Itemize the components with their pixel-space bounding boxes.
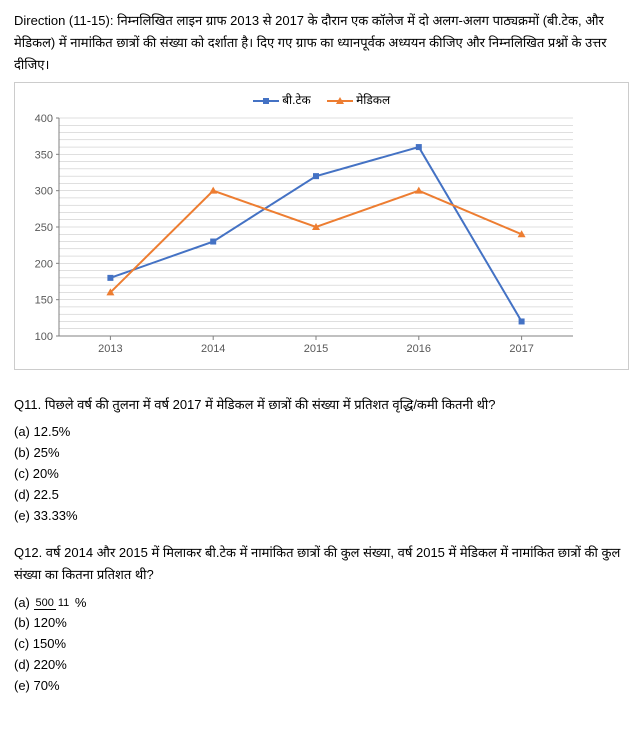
option-e: (e) 33.33% — [14, 506, 629, 527]
question-12-text: Q12. वर्ष 2014 और 2015 में मिलाकर बी.टेक… — [14, 542, 629, 586]
option-d: (d) 22.5 — [14, 485, 629, 506]
question-11-options: (a) 12.5% (b) 25% (c) 20% (d) 22.5 (e) 3… — [14, 422, 629, 526]
question-12-options: (a) 50011 % (b) 120% (c) 150% (d) 220% (… — [14, 593, 629, 697]
svg-text:400: 400 — [35, 113, 53, 125]
question-12: Q12. वर्ष 2014 और 2015 में मिलाकर बी.टेक… — [14, 542, 629, 696]
option-b: (b) 120% — [14, 613, 629, 634]
question-11-text: Q11. पिछले वर्ष की तुलना में वर्ष 2017 म… — [14, 394, 629, 416]
svg-text:100: 100 — [35, 331, 53, 343]
option-e: (e) 70% — [14, 676, 629, 697]
svg-text:2015: 2015 — [304, 343, 328, 355]
svg-text:2017: 2017 — [509, 343, 533, 355]
option-c: (c) 20% — [14, 464, 629, 485]
option-d: (d) 220% — [14, 655, 629, 676]
svg-text:150: 150 — [35, 295, 53, 307]
fraction-den: 11 — [56, 597, 71, 609]
fraction-num: 500 — [34, 597, 56, 610]
fraction: 50011 — [34, 598, 72, 609]
chart-legend: बी.टेक मेडिकल — [23, 91, 620, 108]
svg-text:200: 200 — [35, 259, 53, 271]
svg-text:350: 350 — [35, 150, 53, 162]
question-11: Q11. पिछले वर्ष की तुलना में वर्ष 2017 म… — [14, 394, 629, 526]
option-a: (a) 50011 % — [14, 593, 629, 614]
chart-container: बी.टेक मेडिकल 100 150 200 250 300 350 400 2013 2… — [14, 82, 629, 370]
option-c: (c) 150% — [14, 634, 629, 655]
svg-text:250: 250 — [35, 222, 53, 234]
option-a: (a) 12.5% — [14, 422, 629, 443]
svg-text:300: 300 — [35, 186, 53, 198]
svg-text:2014: 2014 — [201, 343, 225, 355]
direction-text: Direction (11-15): निम्नलिखित लाइन ग्राफ… — [14, 10, 629, 76]
legend-item: मेडिकल — [327, 91, 390, 108]
legend-item: बी.टेक — [253, 91, 311, 108]
svg-text:2013: 2013 — [98, 343, 122, 355]
option-a-suffix: % — [71, 595, 86, 610]
option-a-prefix: (a) — [14, 595, 34, 610]
svg-text:2016: 2016 — [407, 343, 431, 355]
line-chart: 100 150 200 250 300 350 400 2013 2014 2015 2016 201… — [23, 112, 583, 362]
option-b: (b) 25% — [14, 443, 629, 464]
